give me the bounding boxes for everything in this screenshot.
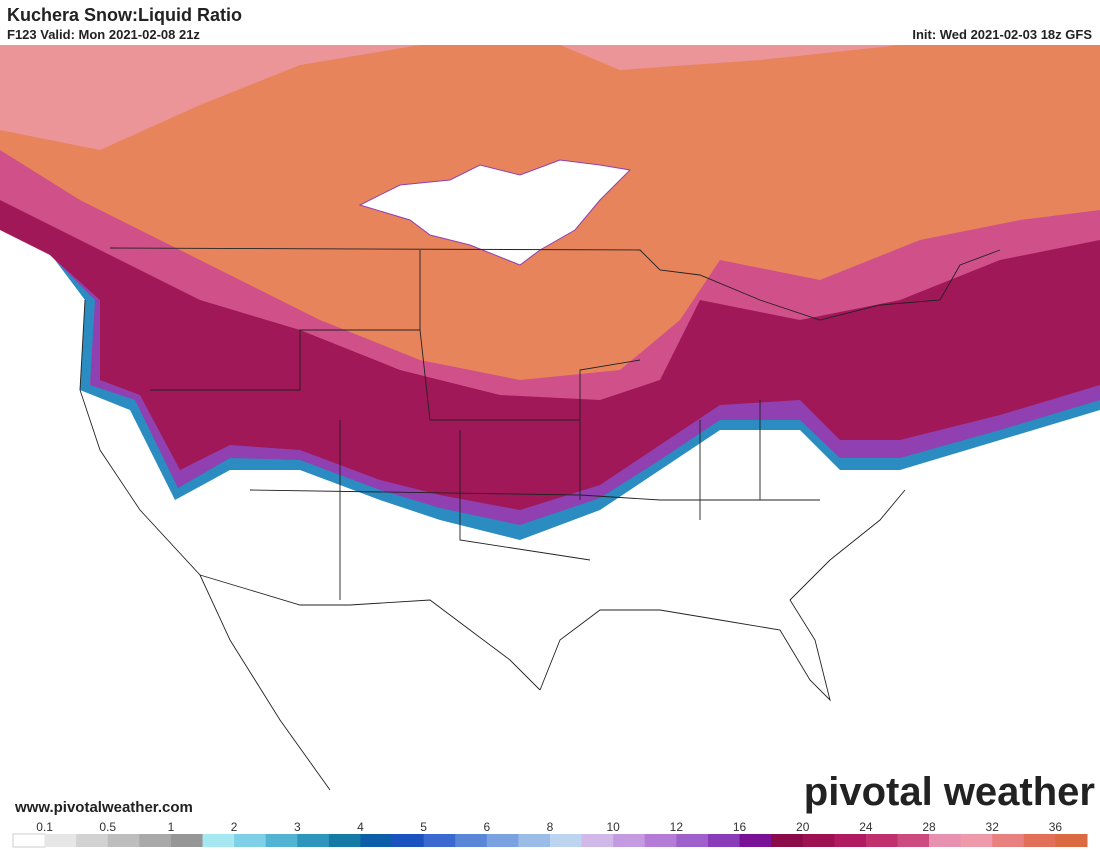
us-mexico-border: [199, 574, 541, 691]
colorbar-label: 3: [294, 820, 301, 834]
color-swatch: [613, 834, 646, 847]
color-swatch: [550, 834, 583, 847]
color-swatch: [834, 834, 867, 847]
color-swatch: [581, 834, 614, 847]
colorbar-label: 0.5: [99, 820, 116, 834]
color-swatch: [139, 834, 172, 847]
colorbar: 0.1 0.5 1 2 3 4 5 6 8 10 12 16 20 24 28 32 36: [12, 820, 1088, 848]
color-swatch: [739, 834, 772, 847]
color-swatch: [644, 834, 677, 847]
colorbar-label: 36: [1049, 820, 1063, 834]
gulf-coast: [539, 489, 906, 702]
us-canada-border: [109, 247, 1001, 321]
color-swatch: [76, 834, 109, 847]
borders: [79, 247, 1001, 791]
color-swatch: [423, 834, 456, 847]
color-swatch: [707, 834, 741, 847]
color-swatch: [897, 834, 930, 847]
color-swatch: [328, 834, 361, 847]
color-swatch: [234, 834, 267, 847]
color-swatch: [992, 834, 1025, 847]
colorbar-label: 16: [733, 820, 747, 834]
init-time: Init: Wed 2021-02-03 18z GFS: [912, 27, 1092, 42]
state-lines: [150, 250, 820, 600]
colorbar-label: 0.1: [36, 820, 53, 834]
color-swatch: [676, 834, 709, 847]
color-swatch: [518, 834, 551, 847]
color-swatch: [392, 834, 425, 847]
color-swatch: [265, 834, 298, 847]
logo: pivotal weather: [804, 770, 1095, 814]
colorbar-label: 20: [796, 820, 810, 834]
color-swatch: [202, 834, 235, 847]
colorbar-label: 5: [420, 820, 427, 834]
color-swatch: [455, 834, 488, 847]
colorbar-label: 32: [986, 820, 1000, 834]
valid-time: F123 Valid: Mon 2021-02-08 21z: [7, 27, 200, 42]
website: www.pivotalweather.com: [14, 799, 193, 816]
colorbar-label: 1: [168, 820, 175, 834]
color-swatch: [12, 833, 46, 848]
colorbar-label: 24: [859, 820, 873, 834]
color-swatch: [865, 834, 898, 847]
colorbar-label: 12: [670, 820, 684, 834]
field-light-pink: [0, 45, 900, 150]
color-swatch: [360, 834, 393, 847]
color-swatch: [297, 834, 330, 847]
color-swatch: [802, 834, 835, 847]
color-swatch: [771, 834, 804, 847]
color-swatch: [170, 834, 204, 847]
snow-ratio-field: [0, 45, 1100, 540]
colorbar-label: 6: [483, 820, 490, 834]
colorbar-label: 28: [922, 820, 936, 834]
color-swatch: [44, 834, 77, 847]
colorbar-label: 10: [606, 820, 620, 834]
color-swatch: [960, 834, 993, 847]
colorbar-label: 4: [357, 820, 364, 834]
color-swatch: [1055, 834, 1088, 847]
color-swatch: [929, 834, 962, 847]
field-white-area: [358, 159, 632, 266]
color-swatch: [107, 834, 140, 847]
colorbar-label: 2: [231, 820, 238, 834]
colorbar-label: 8: [547, 820, 554, 834]
color-swatch: [1023, 834, 1056, 847]
west-coast: [79, 299, 331, 791]
title: Kuchera Snow:Liquid Ratio: [7, 5, 242, 25]
color-swatch: [486, 834, 519, 847]
